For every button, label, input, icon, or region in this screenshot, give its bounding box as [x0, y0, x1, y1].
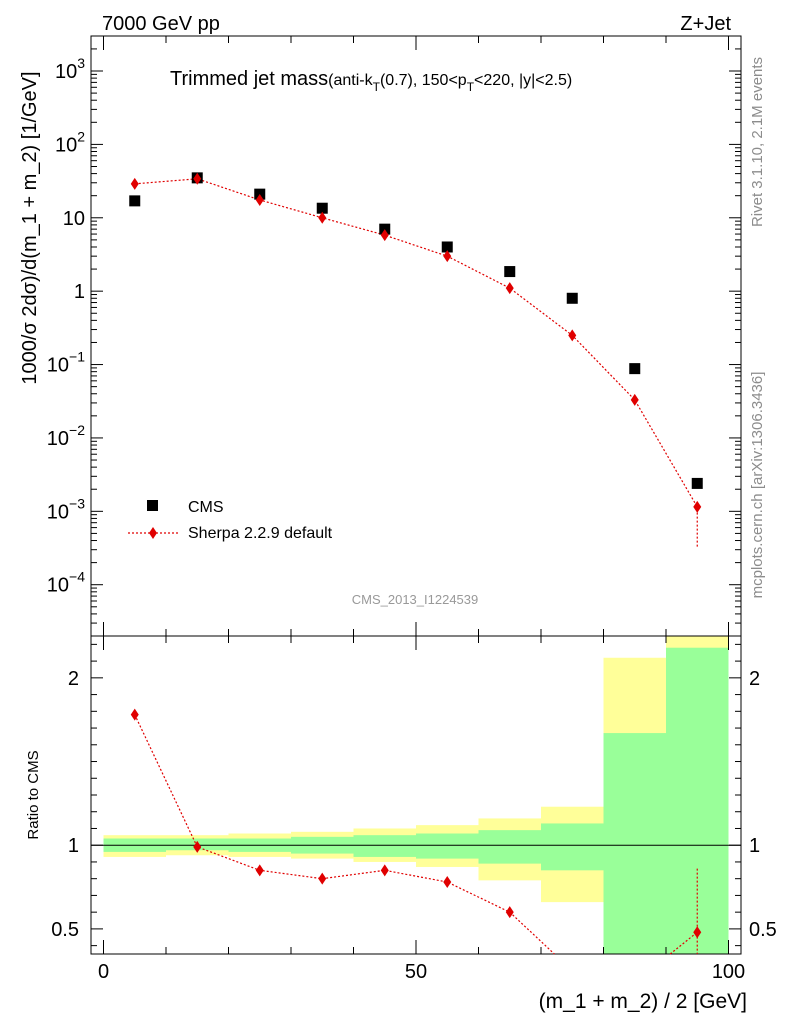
ratio-sherpa-point: [130, 708, 139, 721]
ratio-y-tick-label-right: 1: [749, 835, 760, 857]
rivet-version-label: Rivet 3.1.10, 2.1M events: [749, 57, 766, 227]
main-title-sub-T-1: T: [373, 80, 381, 94]
ratio-series-group: [130, 708, 702, 955]
main-title-cuts-2: <220, |y|<2.5): [474, 72, 572, 89]
main-title-sub-T-2: T: [467, 80, 475, 94]
main-y-tick-label: 10−4: [47, 569, 85, 597]
ratio-green-band: [603, 733, 666, 954]
analysis-watermark: CMS_2013_I1224539: [352, 592, 479, 607]
ratio-sherpa-point: [380, 864, 389, 877]
main-y-tick-label: 103: [55, 55, 85, 83]
sherpa-point: [505, 282, 514, 295]
ratio-green-band: [541, 823, 604, 871]
ratio-green-band: [478, 830, 541, 864]
sherpa-point: [318, 211, 327, 224]
ratio-sherpa-point: [193, 840, 202, 853]
legend-label-cms: CMS: [188, 499, 224, 516]
sherpa-point: [130, 177, 139, 190]
legend-marker-cms: [147, 500, 158, 511]
x-tick-label: 0: [98, 961, 109, 983]
cms-point: [129, 195, 141, 207]
ratio-sherpa-point: [505, 906, 514, 919]
ratio-green-band: [416, 833, 479, 859]
ratio-sherpa-point: [255, 864, 264, 877]
ratio-sherpa-point: [693, 926, 702, 939]
main-title: Trimmed jet mass(anti-kT(0.7), 150<pT<22…: [170, 68, 572, 94]
main-title-suffix: (anti-k: [328, 72, 373, 89]
main-axis-ticks: [91, 35, 741, 637]
main-y-tick-label: 10−1: [47, 349, 85, 377]
main-y-tick-label: 10: [63, 208, 85, 230]
cms-point: [566, 292, 578, 304]
sherpa-point: [568, 329, 577, 342]
legend: CMS Sherpa 2.2.9 default: [128, 499, 333, 542]
cms-point: [629, 363, 641, 375]
ratio-y-tick-label: 0.5: [51, 919, 79, 941]
cms-point: [441, 241, 453, 253]
ratio-y-axis-label: Ratio to CMS: [25, 750, 42, 839]
ratio-sherpa-point: [318, 872, 327, 885]
legend-label-sherpa: Sherpa 2.2.9 default: [188, 525, 333, 542]
main-series-group: [129, 172, 703, 547]
sherpa-point: [693, 500, 702, 513]
ratio-y-tick-label: 1: [68, 835, 79, 857]
main-plot-frame: [90, 35, 742, 637]
x-tick-label: 100: [712, 961, 745, 983]
ratio-y-tick-label-right: 2: [749, 668, 760, 690]
mcplots-label: mcplots.cern.ch [arXiv:1306.3436]: [749, 372, 766, 599]
ratio-sherpa-line: [134, 714, 555, 955]
main-title-cuts-1: (0.7), 150<p: [380, 72, 467, 89]
header-right-label: Z+Jet: [680, 13, 731, 35]
ratio-y-tick-label: 2: [68, 668, 79, 690]
ratio-x-tick-labels: 0 50 100: [98, 961, 745, 983]
cms-point: [691, 477, 703, 489]
ratio-y-tick-labels: 0.5 0.5 1 1 2 2: [51, 668, 777, 941]
ratio-uncertainty-bands: [103, 636, 729, 954]
main-y-tick-label: 10−2: [47, 422, 85, 450]
cms-point: [316, 202, 328, 214]
main-y-tick-labels: 10−4 10−3 10−2 10−1 1 10 102 103: [47, 55, 85, 597]
cms-point: [504, 266, 516, 278]
main-y-axis-label: 1000/σ 2dσ)/d(m_1 + m_2) [1/GeV]: [19, 71, 41, 384]
ratio-green-band: [666, 647, 729, 954]
main-y-tick-label: 102: [55, 128, 85, 156]
main-y-tick-label: 10−3: [47, 495, 85, 523]
sherpa-point: [193, 172, 202, 185]
x-axis-label: (m_1 + m_2) / 2 [GeV]: [539, 990, 747, 1013]
sherpa-point: [255, 193, 264, 206]
header-left-label: 7000 GeV pp: [102, 13, 220, 35]
main-title-text: Trimmed jet mass: [170, 68, 328, 90]
sherpa-point: [630, 393, 639, 406]
sherpa-point: [443, 250, 452, 263]
ratio-sherpa-point: [443, 876, 452, 889]
sherpa-point: [380, 229, 389, 242]
ratio-green-band: [353, 835, 416, 857]
x-tick-label: 50: [405, 961, 427, 983]
ratio-y-tick-label-right: 0.5: [749, 919, 777, 941]
ratio-sherpa-line-tail: [669, 931, 698, 955]
legend-marker-sherpa: [149, 527, 157, 539]
sherpa-line: [134, 178, 698, 508]
ratio-axis-ticks: [91, 636, 741, 954]
main-y-tick-label: 1: [74, 281, 85, 303]
